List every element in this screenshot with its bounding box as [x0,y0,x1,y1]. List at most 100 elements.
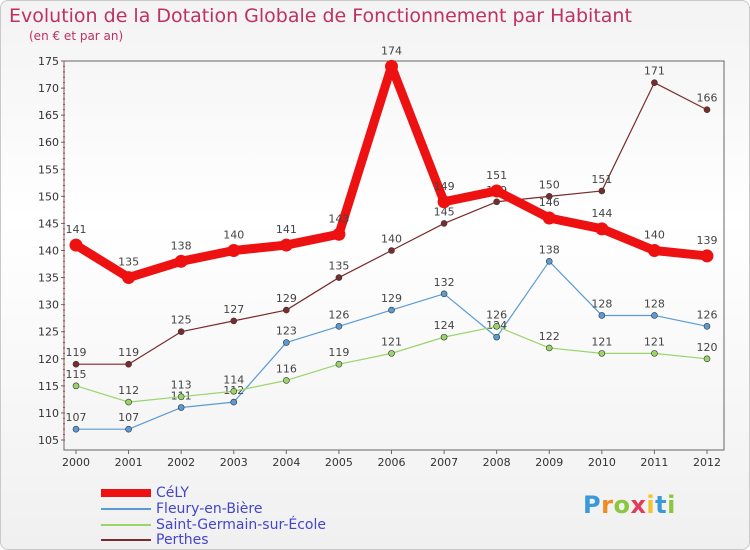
legend-item-cely: CéLY [101,485,189,501]
legend-label-cely: CéLY [156,485,189,501]
data-point-2-10 [598,350,606,357]
x-tick-label-2008: 2008 [483,456,511,469]
data-point-1-10 [598,312,606,319]
data-label-3-4: 129 [276,292,297,305]
data-label-0-7: 149 [434,180,455,193]
data-point-1-2 [177,404,185,411]
y-tick-label-160: 160 [38,136,59,149]
data-point-1-9 [545,258,553,265]
data-point-0-12 [700,249,714,263]
data-point-2-0 [72,382,80,390]
data-point-3-4 [283,306,290,314]
data-point-0-2 [174,254,188,268]
data-label-2-0: 115 [66,368,87,381]
data-point-0-8 [490,184,504,198]
logo-letter: t [655,491,668,519]
data-point-3-10 [598,187,606,195]
logo-letter: i [667,491,676,519]
legend-label-perthes: Perthes [156,532,209,548]
data-label-2-3: 114 [223,373,244,386]
y-tick-label-175: 175 [38,55,59,68]
data-point-0-10 [595,222,609,236]
data-point-3-5 [335,274,343,281]
legend-item-saint-germain: Saint-Germain-sur-École [101,517,326,533]
data-point-0-11 [647,244,661,257]
y-tick-label-115: 115 [38,380,59,393]
data-point-0-0 [69,238,83,252]
data-label-2-8: 126 [486,308,507,321]
x-tick-label-2001: 2001 [115,456,143,469]
x-tick-label-2002: 2002 [167,456,195,469]
data-point-3-1 [125,360,132,368]
data-point-2-2 [177,393,185,400]
logo-letter: x [630,491,647,519]
data-point-3-11 [651,79,658,86]
data-label-0-4: 141 [276,223,297,236]
logo-letter: o [613,491,631,519]
data-point-1-6 [388,306,395,314]
data-label-1-7: 132 [434,276,455,289]
data-label-1-5: 126 [328,308,349,321]
data-label-2-9: 122 [539,330,560,343]
x-tick-label-2007: 2007 [430,456,458,469]
data-point-1-5 [335,322,343,330]
data-point-3-3 [230,317,238,325]
chart-subtitle: (en € et par an) [29,29,124,43]
data-label-1-10: 128 [591,297,612,310]
x-tick-label-2012: 2012 [693,456,721,469]
data-point-3-6 [388,247,395,254]
data-label-3-6: 140 [381,233,402,246]
data-point-0-6 [385,59,398,73]
data-point-1-1 [125,425,132,433]
data-point-2-9 [545,344,553,352]
data-label-3-5: 135 [328,260,349,273]
data-label-3-3: 127 [223,303,244,316]
data-point-0-1 [122,271,136,285]
x-tick-label-2003: 2003 [220,456,248,469]
x-tick-label-2004: 2004 [272,456,300,469]
y-tick-label-130: 130 [38,299,59,312]
data-point-0-7 [437,195,451,209]
data-point-0-4 [279,238,293,252]
data-point-2-1 [125,398,132,406]
x-tick-label-2006: 2006 [378,456,406,469]
data-point-3-2 [177,328,185,336]
y-tick-label-165: 165 [38,109,59,122]
data-label-3-2: 125 [171,314,192,327]
x-tick-label-2000: 2000 [62,456,90,469]
data-point-1-7 [440,290,448,298]
data-point-1-3 [230,398,238,406]
x-tick-label-2010: 2010 [588,456,616,469]
data-label-1-4: 123 [276,325,297,338]
data-label-1-11: 128 [644,297,665,310]
data-label-0-5: 143 [328,212,349,225]
data-label-3-7: 145 [434,205,455,218]
x-tick-label-2011: 2011 [640,456,668,469]
data-label-3-12: 166 [697,92,718,105]
y-tick-label-140: 140 [38,245,59,258]
logo-letter: P [583,491,602,519]
data-label-0-9: 146 [539,196,560,209]
data-label-0-2: 138 [171,239,192,252]
data-point-3-8 [493,198,500,206]
data-label-2-1: 112 [118,384,139,397]
proxiti-logo: Proxiti [583,491,676,519]
data-point-2-6 [388,350,395,357]
plot-area [63,60,725,451]
y-tick-label-150: 150 [38,190,59,203]
data-label-0-11: 140 [644,229,665,242]
data-label-0-6: 174 [381,44,402,57]
x-tick-label-2009: 2009 [535,456,563,469]
logo-letter: i [646,491,656,519]
data-label-2-2: 113 [171,379,192,392]
data-label-2-4: 116 [276,362,297,375]
data-point-3-9 [545,193,553,200]
data-label-2-5: 119 [328,346,349,359]
data-label-3-1: 119 [118,346,139,359]
data-point-1-12 [703,322,711,330]
data-label-2-11: 121 [644,335,665,348]
legend-swatch-saint-germain [101,524,151,526]
logo-letter: r [601,491,614,519]
data-point-0-3 [227,244,241,257]
